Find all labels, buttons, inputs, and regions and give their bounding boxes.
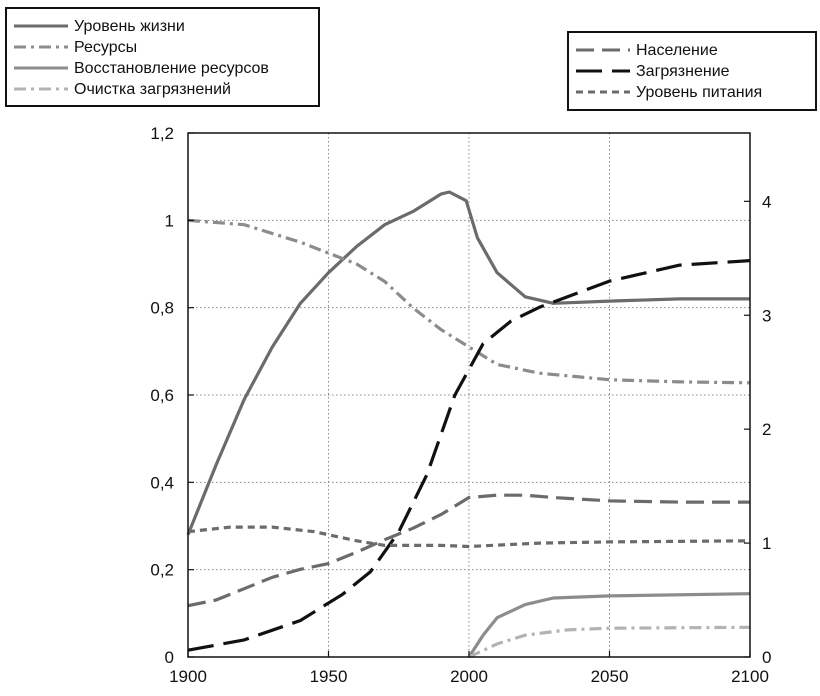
tick-labels: 1900 1950 2000 2050 210000,20,40,60,811,2012… (150, 124, 771, 686)
series-line-2 (467, 592, 751, 658)
y-left-tick-label: 0,8 (150, 299, 174, 318)
x-tick-label: 2100 (731, 667, 769, 686)
y-left-tick-label: 0,2 (150, 561, 174, 580)
legend-top-right: Население Загрязнение Уровень питания (567, 31, 817, 111)
y-left-tick-label: 0,4 (150, 473, 174, 492)
y-left-tick-label: 0 (165, 648, 174, 667)
x-tick-label: 1900 (169, 667, 207, 686)
x-tick-label: 2000 (450, 667, 488, 686)
legend-top-left: Уровень жизни Ресурсы Восстановление ресур… (5, 7, 320, 107)
series-line-0 (186, 190, 750, 536)
series-line-6 (187, 525, 751, 549)
y-right-tick-label: 2 (762, 420, 771, 439)
y-left-tick-label: 0,6 (150, 386, 174, 405)
y-right-tick-label: 4 (762, 192, 771, 211)
legend-label: Население (636, 42, 718, 59)
y-left-tick-label: 1 (165, 211, 174, 230)
series-line-4 (187, 493, 750, 608)
grid (188, 133, 750, 657)
legend-label: Загрязнение (636, 63, 730, 80)
legend-label: Уровень питания (636, 84, 762, 101)
series-line-1 (187, 218, 751, 385)
y-right-tick-label: 3 (762, 306, 771, 325)
y-left-tick-label: 1,2 (150, 124, 174, 143)
legend-frame (567, 31, 817, 111)
series-layer (186, 190, 751, 659)
y-right-tick-label: 0 (762, 648, 771, 667)
legend-label: Ресурсы (74, 39, 137, 56)
series-line-3 (468, 625, 751, 659)
y-right-tick-label: 1 (762, 534, 771, 553)
legends: Уровень жизни Ресурсы Восстановление ресур… (5, 7, 817, 111)
x-tick-label: 1950 (310, 667, 348, 686)
x-tick-label: 2050 (591, 667, 629, 686)
legend-label: Уровень жизни (74, 18, 185, 35)
series-line-5 (187, 259, 751, 652)
legend-label: Восстановление ресурсов (74, 60, 269, 77)
legend-label: Очистка загрязнений (74, 81, 231, 98)
